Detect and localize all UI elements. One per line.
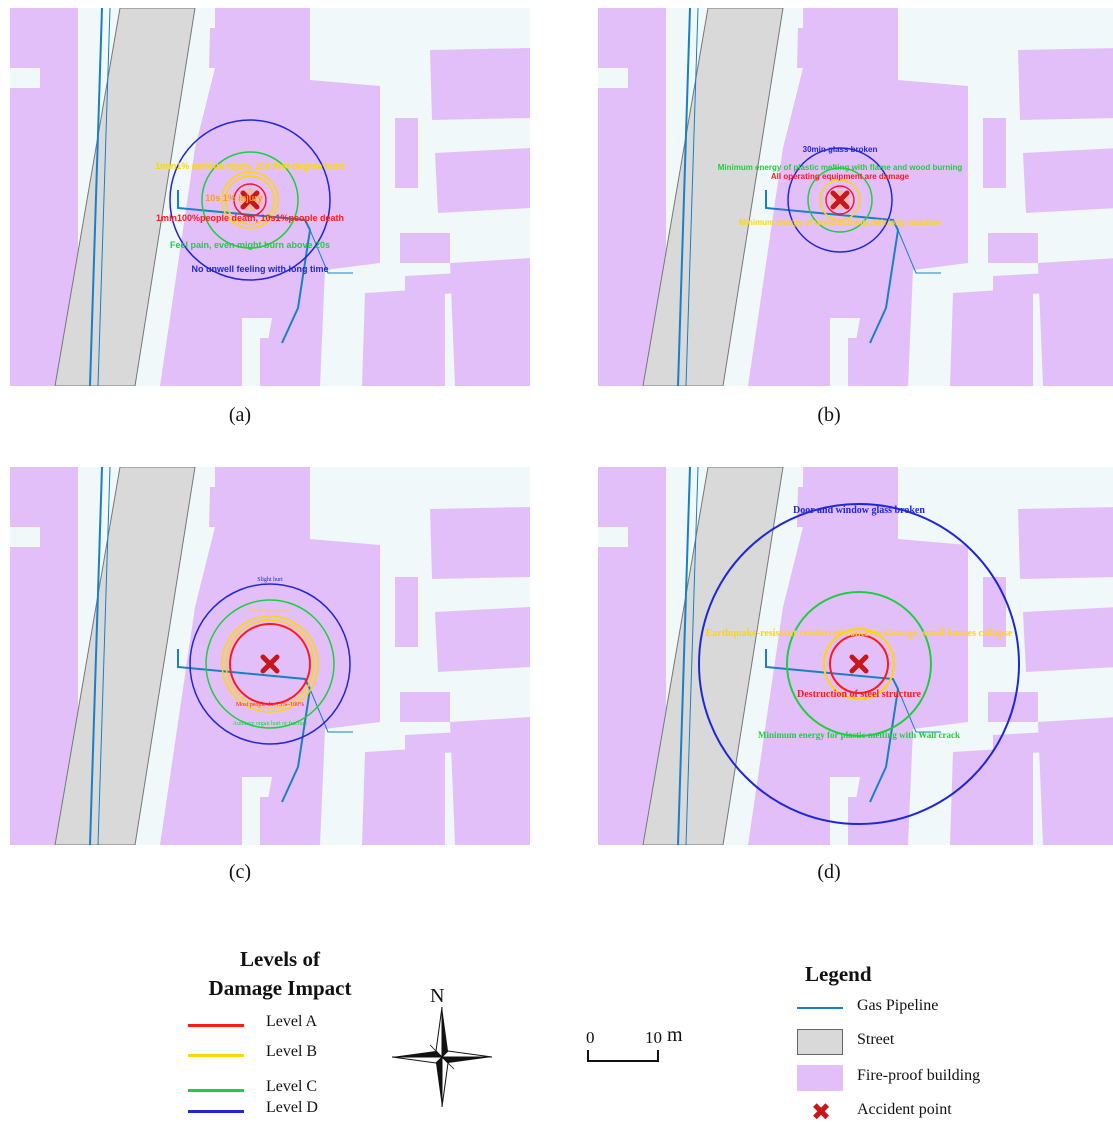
panel-a-label-5: No unwell feeling with long time — [192, 264, 329, 274]
legend-item-fire-proof-building: Fire-proof building — [795, 1064, 1025, 1092]
scale-unit: m — [667, 1024, 683, 1046]
level-c-circle — [205, 599, 335, 729]
legend-label-accident-point: Accident point — [857, 1101, 952, 1118]
level-a-circle — [233, 183, 267, 217]
legend-title: Legend — [805, 962, 872, 986]
caption-a: (a) — [228, 404, 252, 426]
level-c-circle — [786, 591, 932, 737]
panel-d-label-1: Door and window glass broken — [793, 505, 925, 516]
level-a-legend-item: Level A — [180, 1013, 380, 1037]
level-c-circle — [807, 167, 873, 233]
panel-c-label-1: Slight hurt — [257, 577, 283, 583]
panel-c-label-2: Eardrum rupture — [250, 608, 290, 614]
legend-item-street: Street — [795, 1028, 1025, 1056]
level-d-circle — [189, 583, 351, 745]
level-a-circle — [829, 634, 889, 694]
level-c-label: Level C — [266, 1078, 318, 1095]
panel-c-label-3: Most people die 75%–100% — [236, 702, 304, 708]
panel-b-label-2: Minimum energy of plastic melting with f… — [718, 163, 963, 172]
levels-legend-title-2: Damage Impact — [208, 976, 352, 1000]
legend-label-street: Street — [857, 1031, 895, 1048]
compass-icon — [392, 1007, 492, 1107]
level-b-circle — [823, 628, 895, 700]
level-d-swatch — [188, 1110, 244, 1113]
legend-label-gas-pipeline: Gas Pipeline — [857, 997, 939, 1014]
levels-legend-title-1: Levels of — [240, 947, 320, 971]
map-d-svg: Door and window glass broken Earthquake-… — [598, 467, 1113, 845]
north-arrow: N — [392, 985, 492, 1110]
panel-a-label-3: 1min100%people death, 10s1%people death — [156, 213, 344, 223]
level-b-inner-circle — [225, 619, 315, 709]
level-d-label: Level D — [266, 1099, 318, 1116]
level-c-swatch — [188, 1089, 244, 1092]
map-legend: Legend Gas Pipeline Street Fire-proof bu… — [795, 960, 1035, 1126]
panel-c-label-4: Auditory organ hurt or fracture — [233, 720, 308, 727]
level-d-legend-item: Level D — [180, 1099, 380, 1123]
map-panel-d: Door and window glass broken Earthquake-… — [598, 467, 1113, 845]
level-d-circle — [698, 503, 1020, 825]
street-swatch — [797, 1029, 843, 1055]
level-a-circle — [229, 623, 311, 705]
level-a-circle — [825, 185, 855, 215]
panel-b-label-4: Minimum energy of wood burning with long… — [739, 218, 941, 227]
level-a-swatch — [188, 1024, 244, 1027]
legend-item-accident-point: ✖ Accident point — [795, 1098, 1025, 1126]
level-a-label: Level A — [266, 1013, 318, 1030]
level-b-circle — [221, 171, 279, 229]
map-panel-b: 30min glass broken Minimum energy of pla… — [598, 8, 1113, 386]
panel-a-label-4: Feel pain, even might burn above 20s — [170, 240, 330, 250]
level-b-legend-item: Level B — [180, 1043, 380, 1067]
map-panel-c: Slight hurt Eardrum rupture Most people … — [10, 467, 530, 845]
panel-d-label-2: Earthquake-resistant reinforced concrete… — [706, 628, 1013, 639]
legend-label-fire-proof-building: Fire-proof building — [857, 1067, 981, 1084]
level-b-swatch — [188, 1054, 244, 1057]
map-c-svg: Slight hurt Eardrum rupture Most people … — [10, 467, 530, 845]
scale-bar-line — [587, 1050, 659, 1062]
panel-b-label-3: All operating equipment are damage — [771, 172, 910, 181]
map-b-svg: 30min glass broken Minimum energy of pla… — [598, 8, 1113, 386]
building-swatch — [797, 1065, 843, 1091]
scale-end: 10 — [645, 1028, 662, 1047]
scale-start: 0 — [586, 1028, 595, 1047]
level-d-circle — [169, 119, 331, 281]
legend-item-gas-pipeline: Gas Pipeline — [795, 994, 1025, 1022]
panel-a-label-1: 1min1% serious injury, 10s first-degree … — [155, 161, 344, 171]
level-b-circle — [221, 615, 319, 713]
levels-legend: Levels of Damage Impact Level A Level B … — [180, 945, 380, 1125]
accident-point-legend-icon: ✖ — [811, 1098, 832, 1126]
caption-d: (d) — [817, 861, 841, 883]
level-d-circle — [787, 147, 893, 253]
caption-b: (b) — [817, 404, 841, 426]
pipeline-swatch — [797, 1007, 843, 1009]
north-label: N — [430, 985, 445, 1007]
scale-bar: 0 10 m — [580, 1022, 700, 1072]
level-b-circle — [819, 179, 861, 221]
panel-a-label-2: 10s 1% injury — [205, 193, 263, 203]
level-b-label: Level B — [266, 1043, 318, 1060]
level-c-circle — [201, 151, 299, 249]
map-a-svg: 1min1% serious injury, 10s first-degree … — [10, 8, 530, 386]
panel-d-label-3: Destruction of steel structure — [797, 689, 922, 700]
map-panel-a: 1min1% serious injury, 10s first-degree … — [10, 8, 530, 386]
panel-d-label-4: Minimum energy for plastic melting with … — [758, 730, 960, 740]
panel-b-label-1: 30min glass broken — [803, 145, 878, 154]
level-b-inner-circle — [225, 175, 275, 225]
level-c-legend-item: Level C — [180, 1078, 380, 1102]
caption-c: (c) — [228, 861, 252, 883]
